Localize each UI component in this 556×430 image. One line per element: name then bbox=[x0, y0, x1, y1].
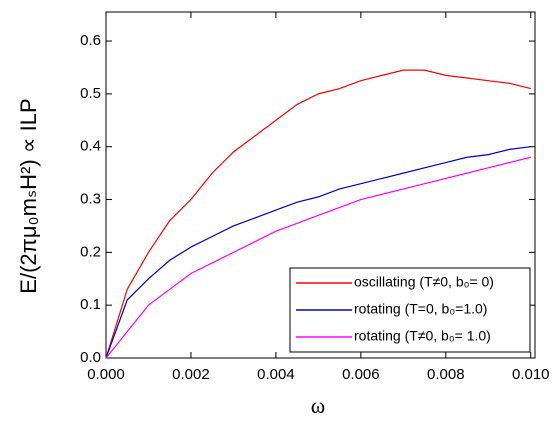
data-line bbox=[105, 156, 531, 359]
x-tick-label: 0.004 bbox=[257, 366, 295, 383]
y-tick-label: 0.5 bbox=[80, 85, 101, 102]
y-tick-label: 0.4 bbox=[80, 138, 101, 155]
legend-label: oscillating (T≠0, b₀= 0) bbox=[354, 274, 494, 290]
y-axis-label: E/(2πμ₀mₛH²) ∝ ILP bbox=[16, 98, 41, 293]
x-tick-label: 0.010 bbox=[512, 366, 550, 383]
x-tick-label: 0.006 bbox=[342, 366, 380, 383]
y-tick-label: 0.1 bbox=[80, 296, 101, 313]
x-tick-label: 0.008 bbox=[427, 366, 465, 383]
plot-frame bbox=[105, 11, 536, 359]
legend-label: rotating (T≠0, b₀= 1.0) bbox=[354, 328, 491, 344]
x-axis-label: ω bbox=[311, 393, 325, 418]
y-tick-label: 0.6 bbox=[80, 32, 101, 49]
legend-label: rotating (T=0, b₀=1.0) bbox=[354, 301, 487, 317]
data-line bbox=[105, 69, 531, 359]
data-line bbox=[105, 146, 531, 359]
x-tick-label: 0.002 bbox=[172, 366, 210, 383]
y-tick-label: 0.0 bbox=[80, 349, 101, 366]
y-tick-label: 0.3 bbox=[80, 190, 101, 207]
y-tick-label: 0.2 bbox=[80, 243, 101, 260]
x-tick-label: 0.000 bbox=[87, 366, 125, 383]
